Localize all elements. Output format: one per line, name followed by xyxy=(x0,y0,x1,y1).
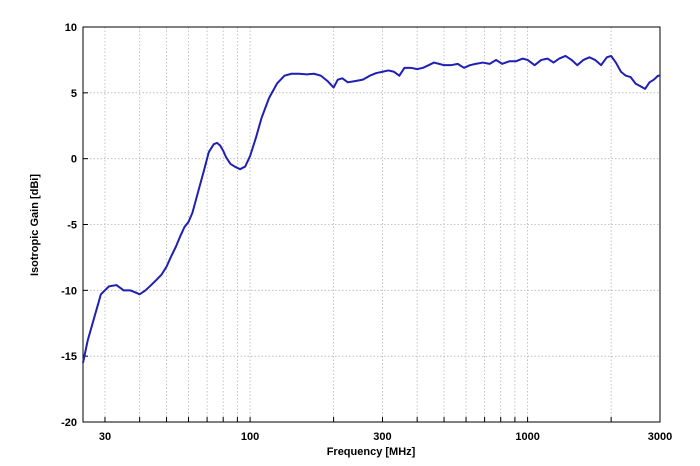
gain-series-line xyxy=(82,54,660,363)
grid xyxy=(83,27,660,422)
x-tick-label: 300 xyxy=(373,431,391,443)
axis-ticks xyxy=(83,26,612,423)
y-tick-label: 10 xyxy=(65,22,77,34)
y-tick-label: 0 xyxy=(71,154,77,166)
x-tick-label: 1000 xyxy=(515,431,539,443)
x-tick-label: 100 xyxy=(241,431,259,443)
y-tick-label: -15 xyxy=(61,351,77,363)
y-tick-label: 5 xyxy=(71,88,77,100)
x-axis-label: Frequency [MHz] xyxy=(327,446,416,458)
x-tick-label: 3000 xyxy=(648,431,672,443)
y-tick-label: -20 xyxy=(61,417,77,429)
y-tick-labels: -20 -15 -10 -5 0 5 10 xyxy=(61,22,77,429)
y-tick-label: -5 xyxy=(67,220,77,232)
x-tick-labels: 30 100 300 1000 3000 xyxy=(99,431,672,443)
x-tick-label: 30 xyxy=(99,431,111,443)
y-tick-label: -10 xyxy=(61,285,77,297)
y-axis-label: Isotropic Gain [dBi] xyxy=(29,174,41,276)
